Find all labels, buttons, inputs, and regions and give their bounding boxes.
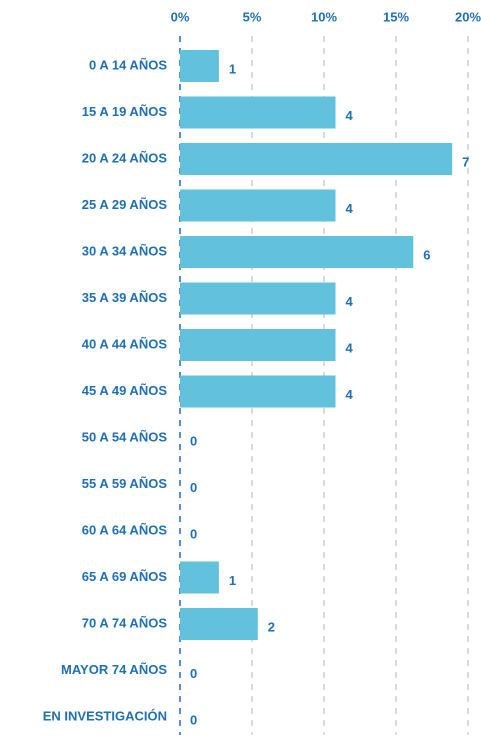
bar [180, 608, 258, 640]
y-tick-label: 65 A 69 AÑOS [82, 569, 168, 584]
bar [180, 236, 414, 268]
y-tick-label: 30 A 34 AÑOS [82, 243, 168, 258]
y-tick-label: 25 A 29 AÑOS [82, 197, 168, 212]
bar [180, 375, 336, 408]
x-tick-label: 0% [171, 9, 190, 24]
y-tick-label: 0 A 14 AÑOS [89, 57, 167, 72]
x-tick-label: 20% [455, 9, 481, 24]
data-label: 4 [346, 340, 354, 355]
y-tick-label: MAYOR 74 AÑOS [61, 662, 167, 677]
bar [180, 329, 336, 361]
y-tick-label: 55 A 59 AÑOS [82, 476, 168, 491]
y-tick-label: 50 A 54 AÑOS [82, 429, 168, 444]
data-label: 4 [346, 201, 354, 216]
x-tick-label: 5% [243, 9, 262, 24]
data-label: 1 [229, 573, 236, 588]
data-label: 7 [462, 154, 469, 169]
data-label: 0 [190, 480, 197, 495]
data-label: 0 [190, 666, 197, 681]
y-tick-label: 40 A 44 AÑOS [82, 336, 168, 351]
bar [180, 282, 336, 315]
y-tick-label: 20 A 24 AÑOS [82, 150, 168, 165]
bar [180, 50, 219, 82]
x-tick-label: 15% [383, 9, 409, 24]
x-tick-label: 10% [311, 9, 337, 24]
y-tick-label: 60 A 64 AÑOS [82, 522, 168, 537]
data-label: 0 [190, 526, 197, 541]
data-label: 6 [423, 247, 430, 262]
data-label: 4 [346, 294, 354, 309]
data-label: 0 [190, 712, 197, 727]
data-label: 0 [190, 433, 197, 448]
bar [180, 561, 219, 594]
bar [180, 96, 336, 129]
y-tick-label: 45 A 49 AÑOS [82, 383, 168, 398]
data-label: 4 [346, 108, 354, 123]
bar [180, 143, 453, 175]
y-tick-label: 15 A 19 AÑOS [82, 104, 168, 119]
y-tick-label: 70 A 74 AÑOS [82, 615, 168, 630]
data-label: 2 [268, 619, 275, 634]
bar [180, 189, 336, 222]
y-tick-label: EN INVESTIGACIÓN [43, 708, 167, 723]
y-tick-label: 35 A 39 AÑOS [82, 290, 168, 305]
data-label: 1 [229, 61, 236, 76]
data-label: 4 [346, 387, 354, 402]
